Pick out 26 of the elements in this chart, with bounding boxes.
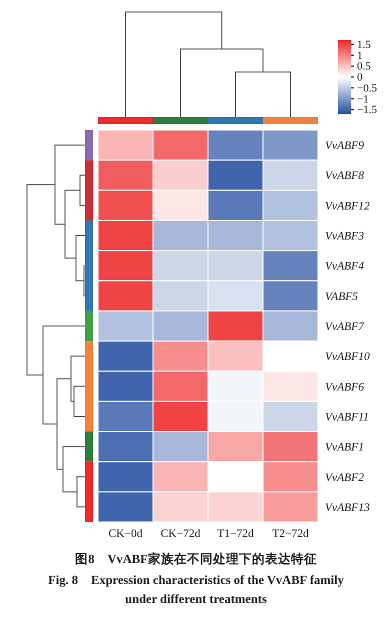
color-bar-label: 0 <box>357 72 363 84</box>
y-tick-label: VvABF10 <box>325 351 370 364</box>
x-tick-label: CK−72d <box>160 528 201 540</box>
y-tick-label: VvABF7 <box>325 321 366 333</box>
y-tick-label: VvABF2 <box>325 472 364 484</box>
y-tick-label: VvABF11 <box>325 411 369 424</box>
x-tick-label: CK−0d <box>108 528 143 540</box>
y-tick-label: VvABF13 <box>325 502 370 514</box>
y-tick-label: VvABF4 <box>325 260 364 273</box>
text: 图8 VvABF家族在不同处理下的表达特征 <box>75 551 317 566</box>
y-tick-label: VvABF12 <box>325 200 370 212</box>
y-tick-label: VABF5 <box>325 290 358 303</box>
y-tick-label: VvABF9 <box>325 140 364 152</box>
y-tick-label: VvABF8 <box>325 170 364 182</box>
y-tick-label: VvABF1 <box>325 442 364 454</box>
color-bar-label: 0.5 <box>357 60 372 73</box>
x-tick-label: T2−72d <box>272 528 309 540</box>
color-bar-label: −1 <box>357 93 369 106</box>
y-tick-label: VvABF6 <box>325 381 364 394</box>
color-bar-label: −1.5 <box>357 104 378 116</box>
x-tick-label: T1−72d <box>217 528 254 540</box>
color-bar-label: 1.5 <box>357 38 372 51</box>
text: Fig. 8 Expression characteristics of the VvABF family under different treatments <box>48 573 345 606</box>
color-bar-label: −0.5 <box>357 82 378 94</box>
y-tick-label: VvABF3 <box>325 230 364 243</box>
color-bar-label: 1 <box>357 50 362 62</box>
